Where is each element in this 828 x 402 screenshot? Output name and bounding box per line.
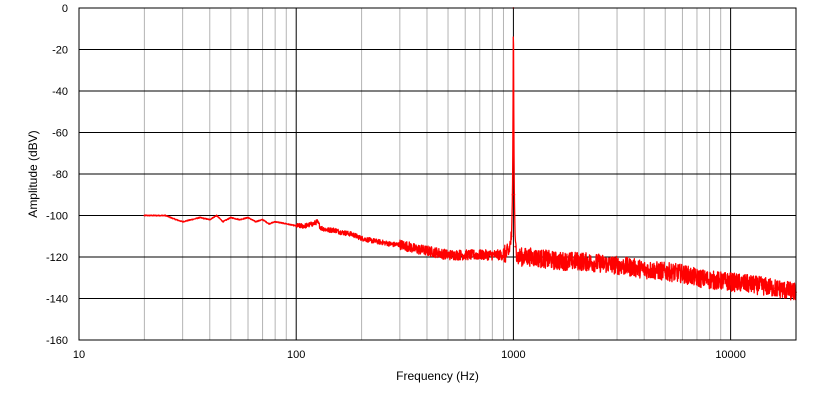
plot-frame	[78, 7, 797, 341]
spectrum-data-point	[502, 254, 505, 256]
spectrum-data-point	[339, 231, 342, 234]
spectrum-data-point	[746, 283, 749, 285]
spectrum-data-point	[215, 214, 218, 217]
spectrum-data-point	[181, 220, 184, 223]
spectrum-data-point	[381, 241, 384, 244]
spectrum-data-point	[507, 251, 510, 254]
spectrum-data-point	[761, 285, 764, 287]
y-tick-label: -40	[52, 86, 68, 98]
spectrum-data-point	[577, 260, 580, 263]
spectrum-data-point	[392, 243, 395, 246]
spectrum-data-point	[312, 222, 315, 225]
x-tick-label: 100	[287, 349, 305, 361]
spectrum-data-point	[681, 272, 684, 275]
spectrum-data-point	[295, 224, 298, 227]
spectrum-data-point	[198, 216, 201, 219]
spectrum-data-point	[261, 218, 264, 221]
spectrum-data-point	[630, 266, 633, 269]
spectrum-data-point	[517, 256, 519, 258]
spectrum-data-point	[616, 264, 618, 267]
y-tick-label: -160	[46, 335, 68, 347]
x-axis-label: Frequency (Hz)	[396, 369, 479, 383]
spectrum-data-point	[491, 254, 494, 256]
spectrum-data-point	[316, 220, 319, 223]
spectrum-data-point	[510, 235, 513, 238]
spectrum-series-line	[143, 36, 797, 301]
spectrum-data-point	[774, 287, 776, 290]
spectrum-data-point	[152, 214, 155, 217]
y-tick-label: -80	[52, 169, 68, 181]
spectrum-data-point	[229, 216, 232, 219]
x-tick-label: 10000	[715, 349, 746, 361]
y-tick-label: 0	[62, 3, 68, 15]
spectrum-data-point	[304, 224, 307, 227]
spectrum-data-point	[350, 233, 353, 236]
spectrum-data-point	[333, 229, 336, 231]
spectrum-data-point	[567, 260, 570, 263]
y-axis-ticks: 0 -20 -40 -60 -80 -100 -120 -140 -160	[46, 3, 68, 347]
series-layer	[143, 7, 797, 301]
spectrum-data-point	[268, 222, 270, 225]
y-tick-label: -60	[52, 128, 68, 140]
spectrum-data-point	[426, 249, 428, 252]
major-gridlines	[78, 7, 796, 341]
spectrum-data-point	[407, 245, 410, 248]
spectrum-data-point	[190, 218, 193, 221]
spectrum-data-point	[464, 254, 467, 256]
y-axis-label: Amplitude (dBV)	[26, 130, 40, 217]
spectrum-data-point	[521, 256, 524, 258]
spectrum-data-point	[222, 220, 224, 223]
spectrum-data-point	[369, 239, 372, 242]
spectrum-data-point	[327, 229, 329, 231]
spectrum-data-point	[285, 222, 288, 225]
spectrum-data-point	[513, 193, 516, 196]
spectrum-data-point	[696, 276, 698, 279]
y-tick-label: -100	[46, 211, 68, 223]
y-tick-label: -140	[46, 294, 68, 306]
spectrum-data-point	[729, 281, 732, 283]
spectrum-data-point	[544, 258, 547, 260]
spectrum-data-point	[437, 251, 439, 254]
spectrum-data-point	[143, 214, 146, 217]
spectrum-data-point	[478, 254, 481, 256]
spectrum-data-point	[643, 268, 646, 271]
spectrum-data-point	[274, 220, 277, 223]
spectrum-data-point	[708, 278, 711, 281]
spectrum-data-point	[413, 247, 416, 250]
spectrum-data-point	[164, 214, 167, 217]
spectrum-data-point	[511, 193, 514, 196]
spectrum-data-point	[529, 256, 532, 258]
spectrum-data-point	[320, 227, 322, 229]
spectrum-data-point	[175, 218, 178, 221]
x-tick-label: 10	[73, 349, 85, 361]
spectrum-data-point	[664, 270, 667, 273]
spectrum-data-point	[398, 243, 401, 246]
spectrum-data-point	[447, 254, 449, 256]
x-axis-ticks: 10 100 1000 10000	[73, 349, 746, 361]
spectrum-data-point	[208, 218, 211, 221]
spectrum-data-point	[598, 262, 601, 265]
spectrum-data-point	[512, 131, 515, 134]
spectrum-data-point	[360, 237, 363, 240]
y-tick-label: -20	[52, 45, 68, 57]
spectrum-data-point	[556, 260, 559, 263]
spectrum-data-point	[785, 289, 787, 292]
spectrum-data-point	[247, 216, 249, 219]
y-tick-label: -120	[46, 252, 68, 264]
spectrum-data-point	[238, 218, 241, 221]
spectrum-data-point	[254, 220, 257, 223]
x-tick-label: 1000	[501, 349, 525, 361]
spectrum-data-point	[514, 245, 517, 248]
spectrum-data-point	[456, 254, 458, 256]
